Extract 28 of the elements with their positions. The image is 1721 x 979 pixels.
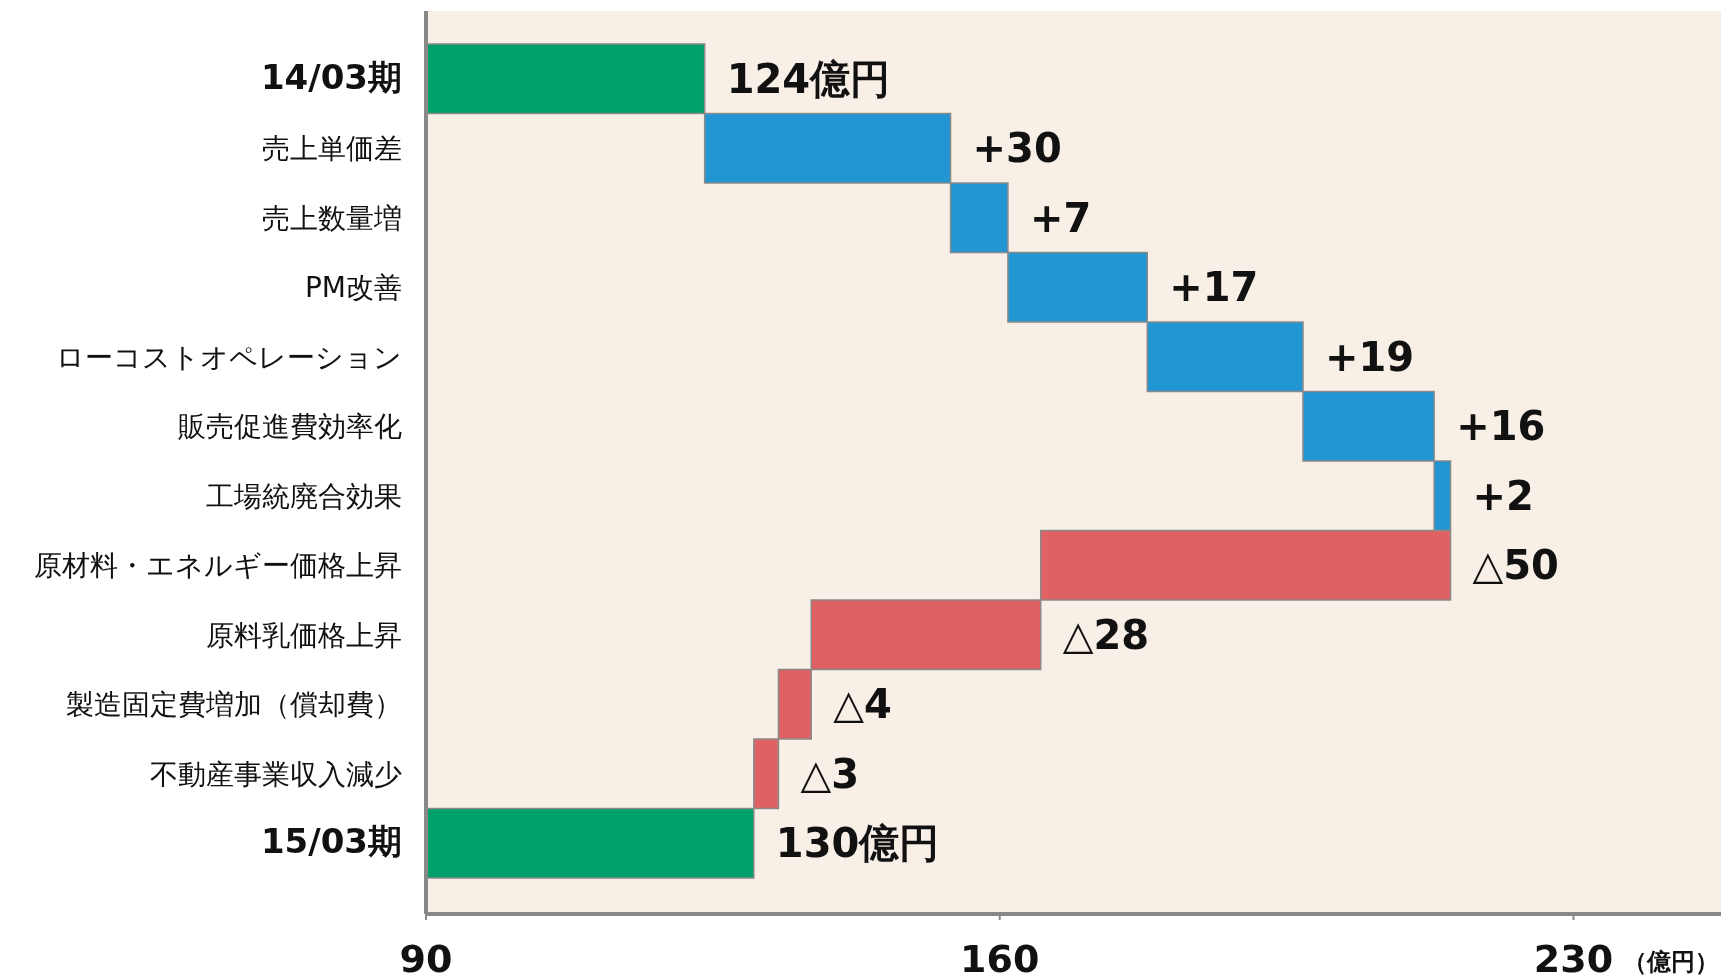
y-tick-label: 売上単価差 <box>262 132 402 166</box>
y-tick-label: 製造固定費増加（償却費） <box>66 688 402 722</box>
data-label: +17 <box>1169 264 1259 311</box>
data-label: △50 <box>1472 542 1559 589</box>
y-tick-label: PM改善 <box>304 271 402 305</box>
x-axis-title: （億円） <box>1623 948 1720 976</box>
y-tick-label: 15/03期 <box>260 821 402 862</box>
data-label: +7 <box>1029 194 1092 241</box>
y-tick-label: ローコストオペレーション <box>56 340 402 374</box>
data-label: △3 <box>800 750 860 797</box>
data-label: +30 <box>972 125 1062 172</box>
x-tick-label: 90 <box>399 937 453 979</box>
data-label: +19 <box>1324 333 1415 380</box>
data-label: +2 <box>1472 472 1534 519</box>
y-tick-label: 販売促進費効率化 <box>178 410 402 444</box>
y-tick-label: 工場統廃合効果 <box>206 479 402 513</box>
data-label: △28 <box>1062 611 1150 658</box>
y-tick-label: 不動産事業収入減少 <box>150 757 402 791</box>
y-tick-label: 原材料・エネルギー価格上昇 <box>34 549 402 583</box>
data-label: +16 <box>1456 403 1546 450</box>
data-label: △4 <box>833 681 892 728</box>
x-tick-label: 160 <box>960 937 1040 979</box>
data-label: 130億円 <box>775 820 940 867</box>
y-tick-label: 14/03期 <box>260 56 402 97</box>
y-tick-label: 原料乳価格上昇 <box>206 618 402 652</box>
x-tick-label: 230 <box>1533 937 1614 979</box>
y-tick-label: 売上数量増 <box>262 201 402 235</box>
data-label: 124億円 <box>726 55 891 102</box>
